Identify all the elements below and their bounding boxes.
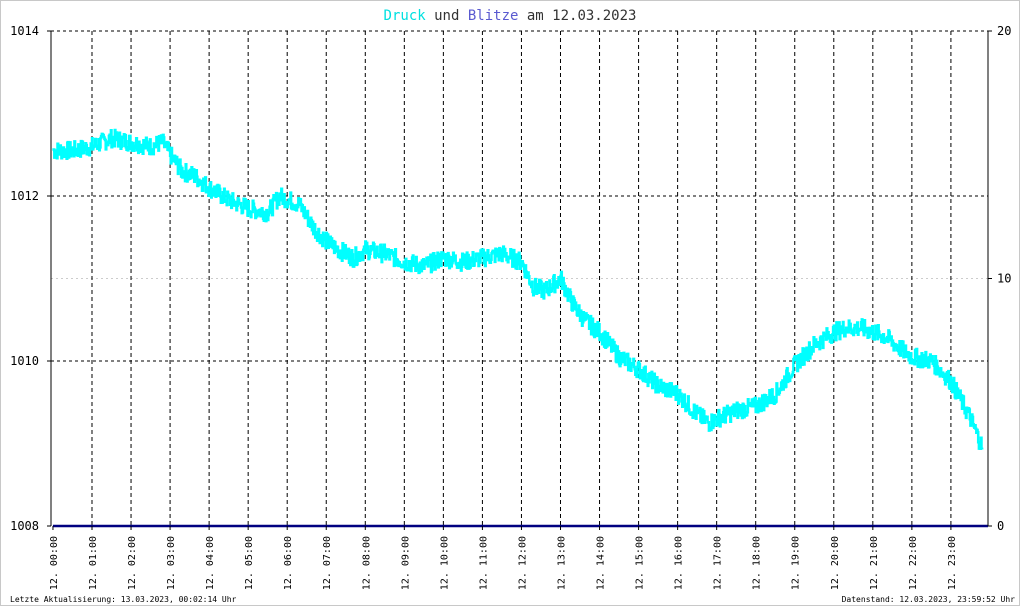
x-tick-label: 12. 12:00: [518, 536, 529, 590]
x-tick-label: 12. 09:00: [400, 536, 411, 590]
title-druck: Druck: [384, 8, 427, 24]
x-tick-label: 12. 13:00: [557, 536, 568, 590]
y-right-tick-label: 20: [997, 24, 1011, 38]
series-druck: [53, 130, 982, 449]
x-tick-label: 12. 05:00: [244, 536, 255, 590]
grid: [51, 31, 988, 526]
x-tick-label: 12. 20:00: [830, 536, 841, 590]
axes: 1008 1010 1012 1014 0 10 20 12. 00:00 12. 01:00 1…: [10, 24, 1011, 590]
x-tick-label: 12. 16:00: [674, 536, 685, 590]
x-tick-label: 12. 14:00: [596, 536, 607, 590]
x-tick-label: 12. 00:00: [49, 536, 60, 590]
title-und: und: [426, 8, 468, 24]
x-tick-label: 12. 21:00: [869, 536, 880, 590]
x-tick-label: 12. 22:00: [908, 536, 919, 590]
x-tick-label: 12. 19:00: [791, 536, 802, 590]
plot-area: [53, 130, 988, 526]
x-tick-label: 12. 23:00: [947, 536, 958, 590]
x-tick-label: 12. 04:00: [205, 536, 216, 590]
x-tick-label: 12. 01:00: [88, 536, 99, 590]
y-left-tick-label: 1014: [10, 24, 39, 38]
x-tick-label: 12. 11:00: [478, 536, 489, 590]
title-date: am 12.03.2023: [518, 8, 636, 24]
x-tick-label: 12. 08:00: [361, 536, 372, 590]
y-left-tick-label: 1012: [10, 189, 39, 203]
y-left-tick-label: 1010: [10, 354, 39, 368]
y-left-tick-label: 1008: [10, 519, 39, 533]
footer-data-status: Datenstand: 12.03.2023, 23:59:52 Uhr: [842, 595, 1016, 604]
y-right-tick-label: 0: [997, 519, 1004, 533]
title-blitze: Blitze: [468, 8, 519, 24]
chart-title: Druck und Blitze am 12.03.2023: [384, 8, 637, 24]
x-tick-label: 12. 18:00: [752, 536, 763, 590]
x-tick-label: 12. 17:00: [713, 536, 724, 590]
x-tick-label: 12. 06:00: [283, 536, 294, 590]
x-tick-label: 12. 02:00: [127, 536, 138, 590]
x-tick-label: 12. 03:00: [166, 536, 177, 590]
x-tick-label: 12. 10:00: [439, 536, 450, 590]
footer-last-update: Letzte Aktualisierung: 13.03.2023, 00:02…: [10, 595, 237, 604]
y-right-tick-label: 10: [997, 272, 1011, 286]
x-tick-label: 12. 07:00: [322, 536, 333, 590]
x-tick-label: 12. 15:00: [635, 536, 646, 590]
